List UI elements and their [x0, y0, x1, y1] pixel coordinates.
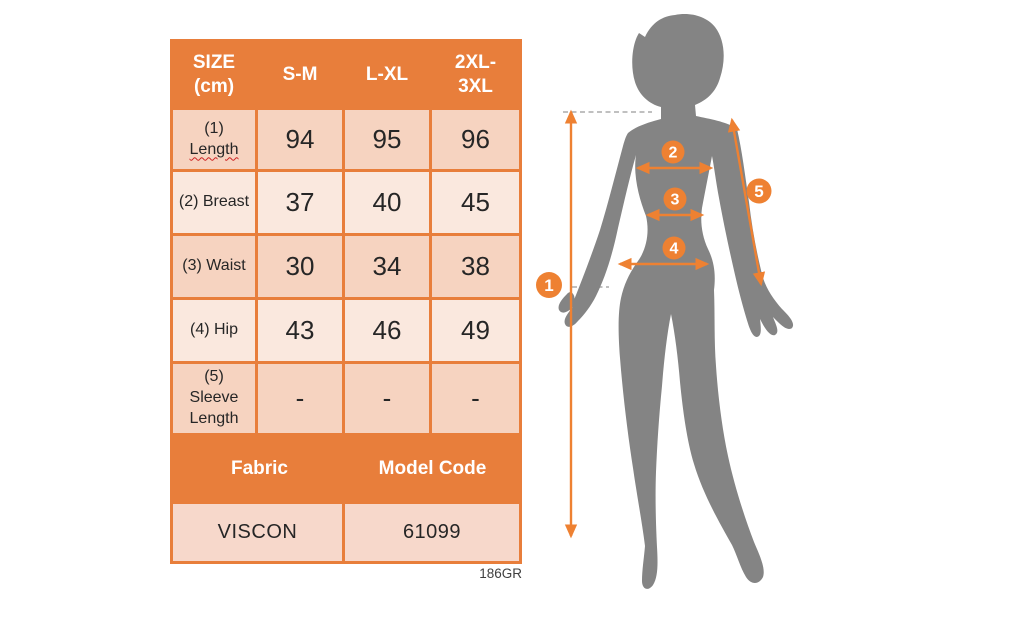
badge-circle: [663, 187, 687, 211]
cell-value: 49: [461, 315, 490, 345]
cell-value: 43: [285, 315, 315, 345]
badge-circle: [746, 178, 772, 204]
cell-value: -: [382, 383, 392, 413]
modelcode-header: Model Code: [346, 436, 519, 501]
row-label-hip: (4) Hip: [173, 300, 255, 361]
row-label-breast: (2) Breast: [173, 172, 255, 233]
cell-value: 95: [372, 124, 402, 154]
row-label-text: (2) Breast: [178, 193, 250, 211]
row-label-waist: (3) Waist: [173, 236, 255, 297]
column-label: L-XL: [365, 63, 409, 85]
cell-value: 34: [372, 251, 402, 281]
badge-number: 5: [754, 182, 763, 201]
cell-waist-sm: 30: [258, 236, 342, 297]
badge-number: 2: [669, 145, 678, 162]
cell-value: 40: [372, 187, 402, 217]
cell-breast-2xl3xl: 45: [432, 172, 519, 233]
row-label-line: (1): [204, 119, 224, 137]
fabric-header-label: Fabric: [230, 457, 289, 479]
cell-value: -: [295, 383, 305, 413]
fabric-header: Fabric: [173, 436, 346, 501]
badge-2: 2: [661, 140, 685, 164]
badge-circle: [662, 236, 686, 260]
modelcode-value-cell: 61099: [345, 504, 519, 561]
row-label-length: (1) Length: [173, 110, 255, 169]
row-label-sleeve-length: (5) Sleeve Length: [173, 364, 255, 433]
cell-length-lxl: 95: [345, 110, 429, 169]
cell-value: 45: [461, 187, 490, 217]
cell-length-sm: 94: [258, 110, 342, 169]
fabric-value-cell: VISCON: [173, 504, 342, 561]
fabric-value: VISCON: [217, 521, 298, 543]
badge-number: 1: [544, 276, 553, 295]
row-label-text: (4) Hip: [189, 321, 238, 339]
cell-sleeve-2xl3xl: -: [432, 364, 519, 433]
cell-breast-lxl: 40: [345, 172, 429, 233]
size-header-label: SIZE (cm): [192, 51, 236, 97]
fabric-modelcode-header: Fabric Model Code: [173, 436, 519, 501]
size-table-header-sm: S-M: [258, 42, 342, 107]
cell-hip-2xl3xl: 49: [432, 300, 519, 361]
size-table-header-lxl: L-XL: [345, 42, 429, 107]
cell-length-2xl3xl: 96: [432, 110, 519, 169]
badge-5: 5: [746, 178, 772, 204]
cell-value: 37: [285, 187, 315, 217]
woman-silhouette: [558, 14, 794, 589]
cell-waist-lxl: 34: [345, 236, 429, 297]
badge-circle: [661, 140, 685, 164]
cell-hip-sm: 43: [258, 300, 342, 361]
cell-waist-2xl3xl: 38: [432, 236, 519, 297]
column-label: 2XL-3XL: [454, 51, 497, 97]
badge-3: 3: [663, 187, 687, 211]
cell-value: 30: [285, 251, 315, 281]
badge-4: 4: [662, 236, 686, 260]
size-table-header-2xl3xl: 2XL-3XL: [432, 42, 519, 107]
cell-sleeve-sm: -: [258, 364, 342, 433]
cell-value: -: [471, 383, 480, 413]
cell-sleeve-lxl: -: [345, 364, 429, 433]
product-code-note: 186GR: [479, 566, 522, 581]
cell-value: 94: [285, 124, 315, 154]
cell-breast-sm: 37: [258, 172, 342, 233]
row-label-text: (5) Sleeve Length: [189, 368, 239, 427]
row-label-text: (3) Waist: [182, 257, 246, 275]
row-label-line-misspelled: Length: [189, 140, 239, 158]
cell-value: 38: [461, 251, 490, 281]
badge-number: 3: [671, 192, 680, 209]
column-label: S-M: [282, 63, 318, 85]
cell-value: 96: [461, 124, 490, 154]
badge-number: 4: [670, 241, 679, 258]
cell-hip-lxl: 46: [345, 300, 429, 361]
sleeve-arrow: [727, 117, 766, 287]
modelcode-value: 61099: [402, 521, 462, 543]
badge-1: 1: [536, 272, 562, 298]
measurement-figure: 1 2 3 4 5: [536, 14, 794, 589]
size-table: SIZE (cm) S-M L-XL 2XL-3XL (1) Length 94…: [170, 39, 522, 564]
badge-circle: [536, 272, 562, 298]
modelcode-header-label: Model Code: [378, 457, 487, 479]
size-table-header-size: SIZE (cm): [173, 42, 255, 107]
cell-value: 46: [372, 315, 402, 345]
